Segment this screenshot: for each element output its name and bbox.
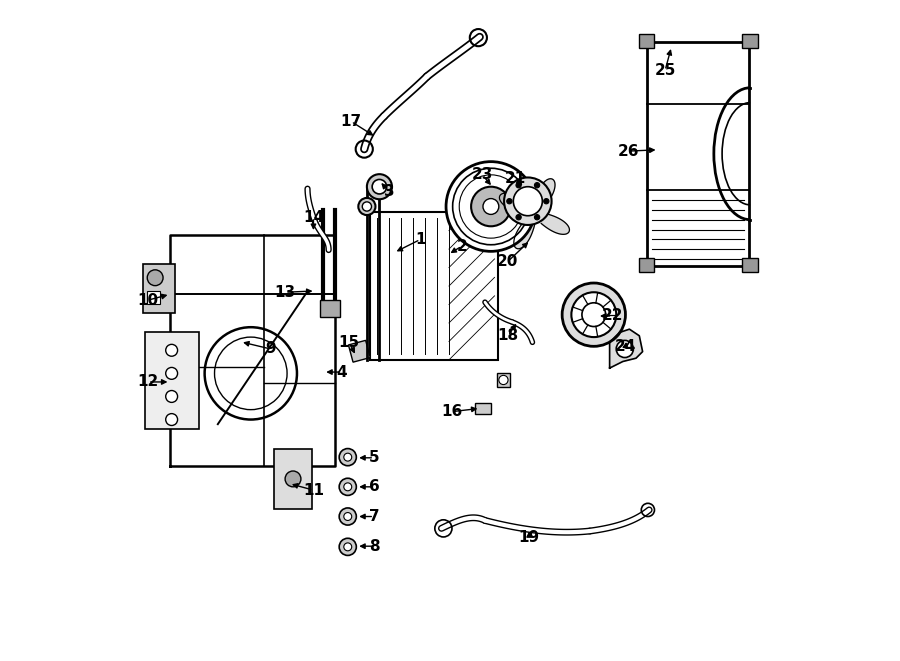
Polygon shape [609, 329, 643, 368]
Bar [143, 264, 175, 313]
Bar [742, 34, 758, 48]
Circle shape [339, 508, 356, 525]
Text: 10: 10 [138, 293, 158, 307]
Circle shape [453, 169, 529, 245]
Circle shape [504, 177, 552, 225]
Circle shape [344, 512, 352, 520]
Text: 19: 19 [518, 530, 540, 545]
Circle shape [358, 198, 375, 215]
Circle shape [166, 368, 177, 379]
Text: 23: 23 [472, 167, 493, 182]
Text: 6: 6 [369, 479, 380, 494]
Text: 14: 14 [303, 210, 324, 225]
Text: 1: 1 [415, 232, 426, 247]
Bar [274, 449, 312, 508]
Circle shape [516, 182, 521, 188]
Text: 18: 18 [498, 329, 518, 343]
Circle shape [367, 174, 392, 199]
Circle shape [344, 453, 352, 461]
Bar [320, 300, 340, 317]
Circle shape [562, 283, 626, 346]
Circle shape [446, 162, 536, 251]
Text: 4: 4 [337, 365, 347, 379]
Bar [646, 42, 749, 266]
Circle shape [535, 182, 540, 188]
Circle shape [166, 344, 177, 356]
Circle shape [166, 391, 177, 403]
Text: 22: 22 [601, 309, 623, 323]
Bar [147, 291, 160, 304]
Circle shape [373, 179, 387, 194]
Circle shape [572, 292, 616, 337]
Text: 21: 21 [505, 171, 526, 186]
Bar [370, 212, 499, 360]
Circle shape [513, 186, 543, 215]
Polygon shape [500, 193, 527, 214]
Polygon shape [541, 214, 570, 235]
Text: 25: 25 [654, 63, 676, 78]
Text: 2: 2 [456, 239, 467, 254]
Text: 11: 11 [303, 483, 324, 498]
Text: 26: 26 [618, 143, 640, 159]
Bar [742, 258, 758, 272]
Circle shape [148, 270, 163, 286]
Circle shape [471, 186, 510, 226]
Circle shape [339, 449, 356, 466]
Text: 17: 17 [340, 114, 362, 129]
Circle shape [544, 198, 549, 204]
Text: 5: 5 [369, 450, 380, 465]
Bar [145, 332, 199, 430]
Text: 24: 24 [615, 340, 636, 354]
Text: 8: 8 [369, 539, 380, 554]
Circle shape [339, 538, 356, 555]
Text: 13: 13 [274, 285, 296, 299]
Text: 20: 20 [497, 254, 518, 270]
Circle shape [166, 414, 177, 426]
Circle shape [483, 198, 499, 214]
Circle shape [507, 198, 512, 204]
Text: 12: 12 [138, 374, 158, 389]
Circle shape [499, 375, 508, 385]
Circle shape [535, 215, 540, 220]
Circle shape [363, 202, 372, 211]
Bar [475, 403, 491, 414]
Circle shape [339, 479, 356, 495]
Polygon shape [514, 221, 535, 249]
Bar [497, 373, 510, 387]
Circle shape [616, 340, 634, 358]
Polygon shape [535, 178, 555, 207]
Text: 3: 3 [384, 184, 394, 200]
Bar [348, 340, 370, 362]
Circle shape [344, 483, 352, 490]
Circle shape [516, 215, 521, 220]
Circle shape [459, 175, 523, 238]
Bar [639, 34, 654, 48]
Text: 9: 9 [266, 342, 276, 356]
Circle shape [344, 543, 352, 551]
Text: 15: 15 [338, 335, 360, 350]
Text: 16: 16 [441, 404, 463, 419]
Circle shape [285, 471, 301, 487]
Bar [639, 258, 654, 272]
Text: 7: 7 [369, 509, 380, 524]
